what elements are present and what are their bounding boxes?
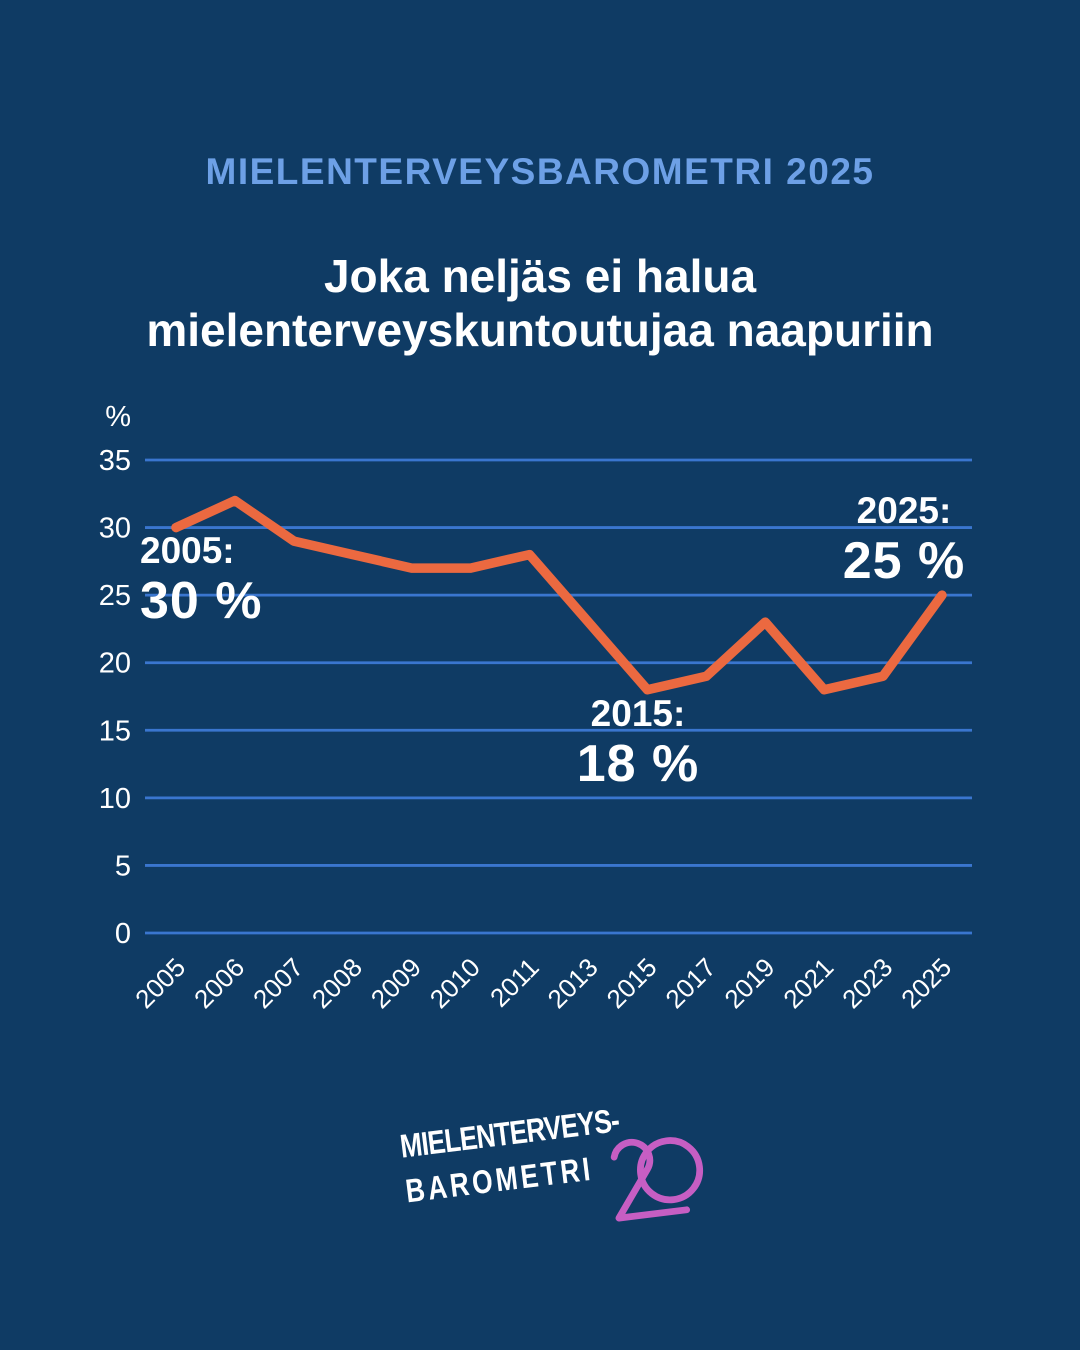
y-tick-label: 0 [115,918,131,950]
annotation-2015: 2015: 18 % [577,692,700,793]
title-line-2: mielenterveyskuntoutujaa naapuriin [146,304,934,356]
annotation-2025-value: 25 % [842,532,966,590]
y-axis-labels: 0 5 10 15 20 25 30 35% [99,401,131,950]
kicker: MIELENTERVEYSBAROMETRI 2025 [205,151,875,192]
y-tick-label: 5 [115,850,131,882]
x-tick-label: 2007 [247,952,309,1014]
y-tick-label: 20 [99,648,131,680]
logo: MIELENTERVEYS- BAROMETRI [398,1089,734,1277]
x-tick-label: 2021 [777,952,839,1014]
x-tick-label: 2019 [718,952,780,1014]
data-line [171,495,947,695]
y-tick-label: 30 [99,513,131,545]
annotation-2015-label: 2015: [590,693,686,734]
x-tick-label: 2010 [424,952,486,1014]
x-tick-label: 2015 [601,952,663,1014]
annotation-2025-label: 2025: [856,490,952,531]
x-tick-label: 2023 [836,952,898,1014]
annotation-2015-value: 18 % [576,735,700,793]
y-tick-label: 10 [99,783,131,815]
page-title: Joka neljäs ei halua mielenterveyskuntou… [0,249,1080,357]
logo-number-20 [610,1137,704,1222]
x-tick-label: 2009 [365,952,427,1014]
x-tick-label: 2006 [188,952,250,1014]
annotation-2025: 2025: 25 % [843,489,966,590]
x-tick-label: 2008 [306,952,368,1014]
annotation-2005-value: 30 % [140,572,263,630]
y-tick-label: 35 [99,445,131,477]
x-tick-label: 2005 [129,952,191,1014]
y-tick-label: 25 [99,580,131,612]
logo-digit-2-icon [610,1138,691,1222]
x-tick-label: 2011 [484,952,545,1013]
x-tick-label: 2013 [542,952,604,1014]
x-tick-label: 2025 [895,952,957,1014]
logo-digit-0-icon [637,1137,704,1204]
y-tick-label: 15 [99,715,131,747]
annotation-2005-label: 2005: [140,530,235,571]
gridlines [145,458,972,935]
y-axis-unit-label: % [105,401,131,433]
x-axis-labels: 2005200620072008200920102011201320152017… [129,952,957,1014]
title-line-1: Joka neljäs ei halua [323,250,757,302]
annotation-2005: 2005: 30 % [140,529,263,630]
x-tick-label: 2017 [659,952,721,1014]
